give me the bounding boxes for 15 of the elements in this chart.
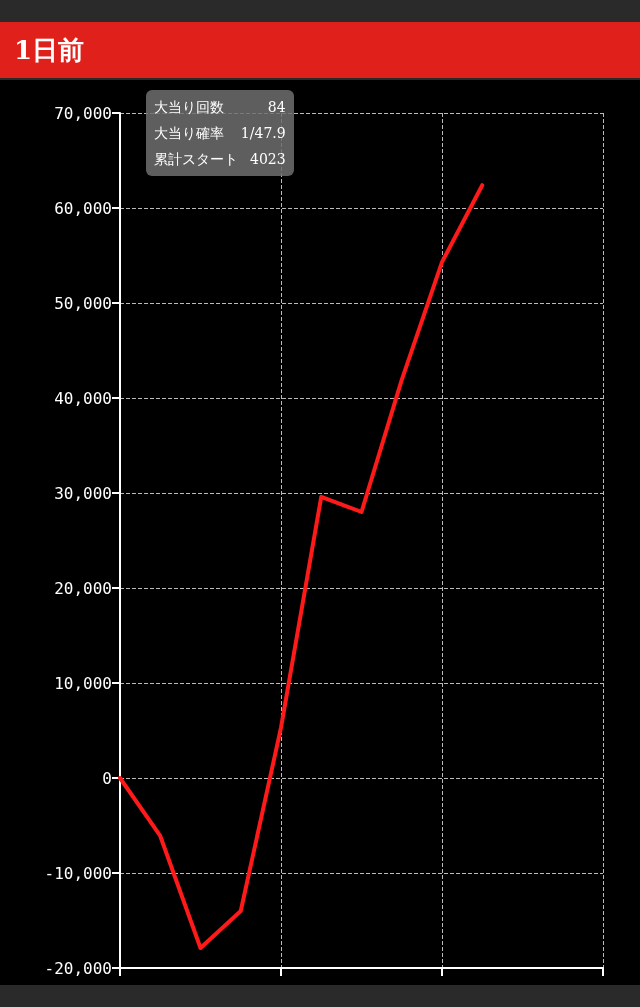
y-tick-label: 0: [102, 768, 112, 788]
chart-title: 1日前: [0, 22, 640, 78]
y-tick-label: 40,000: [54, 388, 112, 408]
y-tick-label: 50,000: [54, 293, 112, 313]
text: 大当り確率 1/47.9: [154, 125, 286, 141]
text: 大当り回数 84: [154, 99, 286, 115]
y-tick-label: 30,000: [54, 483, 112, 503]
y-tick-label: 70,000: [54, 103, 112, 123]
y-tick-label: 60,000: [54, 198, 112, 218]
y-tick-label: -20,000: [44, 958, 112, 978]
line-series: [118, 183, 485, 951]
annotation: 累計スタート 4023: [154, 150, 286, 169]
y-tick-label: -10,000: [44, 863, 112, 883]
y-tick-label: 10,000: [54, 673, 112, 693]
y-tick-label: 20,000: [54, 578, 112, 598]
